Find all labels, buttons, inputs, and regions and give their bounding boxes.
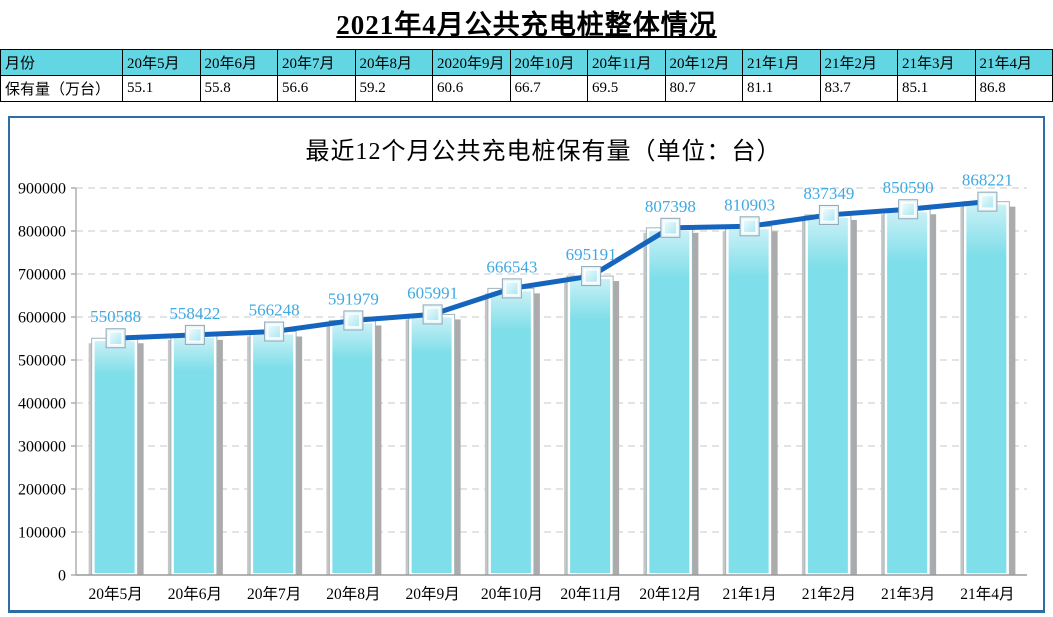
month-header-cell: 20年11月	[587, 49, 666, 76]
y-tick-label: 200000	[18, 482, 66, 499]
month-header-cell: 20年6月	[199, 49, 278, 76]
data-point-marker	[660, 217, 681, 238]
y-tick-label: 800000	[18, 224, 66, 241]
bar	[725, 225, 773, 576]
data-label: 807398	[645, 197, 696, 216]
data-point-marker	[501, 278, 522, 299]
data-point-marker	[739, 216, 760, 237]
value-cell: 85.1	[897, 75, 976, 102]
x-tick-label: 21年3月	[881, 585, 935, 603]
data-point-marker	[105, 328, 126, 349]
page-title: 2021年4月公共充电桩整体情况	[336, 10, 717, 40]
table-value-row: 保有量（万台） 55.1 55.8 56.6 59.2 60.6 66.7 69.5 80.7…	[0, 75, 1053, 102]
month-header-cell: 20年5月	[122, 49, 201, 76]
summary-table: 月份 20年5月 20年6月 20年7月 20年8月 2020年9月 20年10月 20年1…	[0, 49, 1053, 102]
data-point-marker	[898, 199, 919, 220]
value-cell: 81.1	[742, 75, 821, 102]
data-label: 850590	[883, 178, 934, 197]
data-point-marker	[581, 266, 602, 287]
chart-canvas: 0 100000 200000 300000 400000 500000 600000 700…	[18, 171, 1027, 603]
month-header-cell: 21年2月	[819, 49, 898, 76]
data-point-marker	[343, 310, 364, 331]
month-row-label: 月份	[0, 49, 123, 76]
data-label: 868221	[962, 171, 1013, 190]
data-label: 666543	[486, 257, 537, 276]
y-tick-label: 100000	[18, 525, 66, 542]
x-tick-label: 20年10月	[481, 585, 543, 603]
y-tick-label: 0	[58, 568, 66, 585]
x-tick-label: 20年6月	[168, 585, 222, 603]
data-label: 695191	[566, 245, 617, 264]
data-label: 558422	[169, 304, 220, 323]
value-cell: 55.8	[199, 75, 278, 102]
y-tick-label: 300000	[18, 439, 66, 456]
y-tick-label: 700000	[18, 267, 66, 284]
month-header-cell: 20年7月	[277, 49, 356, 76]
month-header-cell: 21年4月	[974, 49, 1053, 76]
data-point-marker	[422, 304, 443, 325]
y-tick-label: 400000	[18, 396, 66, 413]
value-cell: 59.2	[354, 75, 433, 102]
x-tick-label: 21年4月	[960, 585, 1014, 603]
value-cell: 66.7	[509, 75, 588, 102]
data-label: 566248	[249, 301, 300, 320]
y-tick-label: 500000	[18, 353, 66, 370]
value-cell: 60.6	[432, 75, 511, 102]
x-tick-label: 20年12月	[639, 585, 701, 603]
data-label: 605991	[407, 283, 458, 302]
data-label: 550588	[90, 307, 141, 326]
x-tick-label: 20年9月	[405, 585, 459, 603]
chart-title: 最近12个月公共充电桩保有量（单位：台）	[305, 139, 782, 165]
bar	[408, 313, 456, 576]
data-point-marker	[264, 321, 285, 342]
month-header-cell: 20年8月	[354, 49, 433, 76]
data-point-marker	[818, 204, 839, 225]
value-cell: 83.7	[819, 75, 898, 102]
month-header-cell: 21年1月	[742, 49, 821, 76]
bar	[566, 275, 614, 576]
bar	[487, 287, 535, 576]
bar	[883, 208, 931, 576]
bar	[249, 331, 297, 576]
x-tick-label: 20年8月	[326, 585, 380, 603]
x-tick-label: 20年7月	[247, 585, 301, 603]
page: 2021年4月公共充电桩整体情况 月份 20年5月 20年6月 20年7月 20年8月…	[0, 3, 1053, 617]
bar	[804, 214, 852, 576]
value-cell: 86.8	[974, 75, 1053, 102]
y-tick-label: 600000	[18, 310, 66, 327]
data-label: 810903	[724, 195, 775, 214]
bar	[328, 319, 376, 576]
x-tick-label: 20年5月	[88, 585, 142, 603]
x-tick-label: 21年2月	[802, 585, 856, 603]
value-row-label: 保有量（万台）	[0, 75, 123, 102]
data-point-marker	[977, 191, 998, 212]
month-header-cell: 2020年9月	[432, 49, 511, 76]
y-tick-label: 900000	[18, 181, 66, 198]
table-month-row: 月份 20年5月 20年6月 20年7月 20年8月 2020年9月 20年10月 20年1…	[0, 49, 1053, 76]
chart-panel: 最近12个月公共充电桩保有量（单位：台） 0 100000 200000 300000…	[8, 116, 1045, 613]
line-series	[113, 199, 990, 341]
bar	[962, 201, 1010, 576]
value-cell: 56.6	[277, 75, 356, 102]
x-tick-label: 20年11月	[560, 585, 621, 603]
month-header-cell: 21年3月	[897, 49, 976, 76]
value-cell: 80.7	[664, 75, 743, 102]
value-cell: 55.1	[122, 75, 201, 102]
bar	[645, 227, 693, 576]
bar	[170, 334, 218, 576]
data-point-marker	[184, 324, 205, 345]
month-header-cell: 20年10月	[509, 49, 588, 76]
bar	[91, 337, 139, 576]
data-label: 837349	[803, 184, 854, 203]
data-label: 591979	[328, 289, 379, 308]
month-header-cell: 20年12月	[664, 49, 743, 76]
x-tick-label: 21年1月	[722, 585, 776, 603]
value-cell: 69.5	[587, 75, 666, 102]
